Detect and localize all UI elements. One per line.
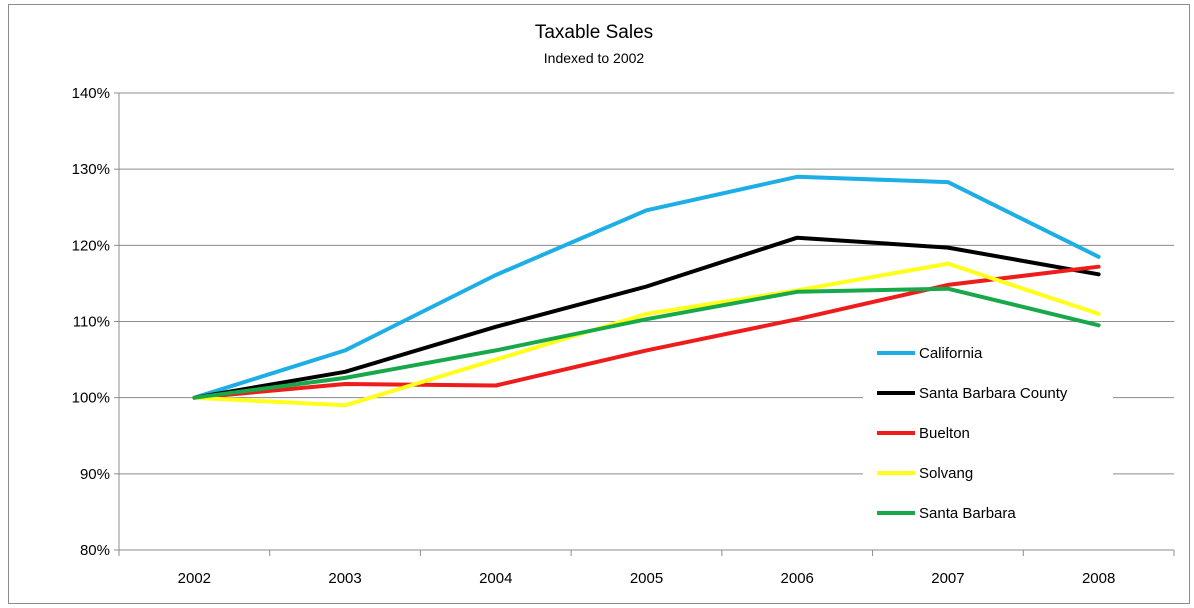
x-tick-label: 2004 [479, 570, 512, 587]
axes: 80% 90% 100% 110% 120% 130% 140% 2002 2003 2004 20… [72, 85, 1175, 587]
series-line-santa-barbara [192, 286, 1101, 400]
x-tick-label: 2008 [1082, 570, 1115, 587]
series-line-california [192, 174, 1101, 400]
line-chart: Taxable Sales Indexed to 2002 80% 90% 100%… [72, 22, 1175, 587]
y-tick-label: 90% [80, 466, 110, 483]
y-tick-label: 110% [73, 314, 110, 331]
series-line-solvang [192, 261, 1101, 408]
series-line-buelton [192, 264, 1101, 400]
x-tick-label: 2006 [781, 570, 814, 587]
x-tick-label: 2003 [328, 570, 361, 587]
y-tick-label: 100% [72, 390, 110, 407]
series-lines [192, 174, 1101, 408]
x-tick-label: 2005 [630, 570, 663, 587]
legend-label: Solvang [919, 465, 973, 482]
x-tick-label: 2007 [931, 570, 964, 587]
legend-background [863, 331, 1113, 541]
y-tick-label: 120% [72, 237, 110, 254]
legend: California Santa Barbara County Buelton Sol… [863, 331, 1113, 541]
legend-label: Buelton [919, 425, 970, 442]
legend-label: Santa Barbara [919, 505, 1016, 522]
x-tick-label: 2002 [178, 570, 211, 587]
legend-label: California [919, 345, 983, 362]
y-tick-label: 80% [80, 542, 110, 559]
chart-title: Taxable Sales [535, 22, 653, 43]
chart-frame: Taxable Sales Indexed to 2002 80% 90% 100%… [8, 4, 1190, 604]
series-line-santa-barbara-county [192, 235, 1101, 400]
y-tick-label: 140% [72, 85, 110, 102]
y-tick-label: 130% [72, 161, 110, 178]
legend-label: Santa Barbara County [919, 385, 1068, 402]
chart-subtitle: Indexed to 2002 [544, 50, 645, 66]
